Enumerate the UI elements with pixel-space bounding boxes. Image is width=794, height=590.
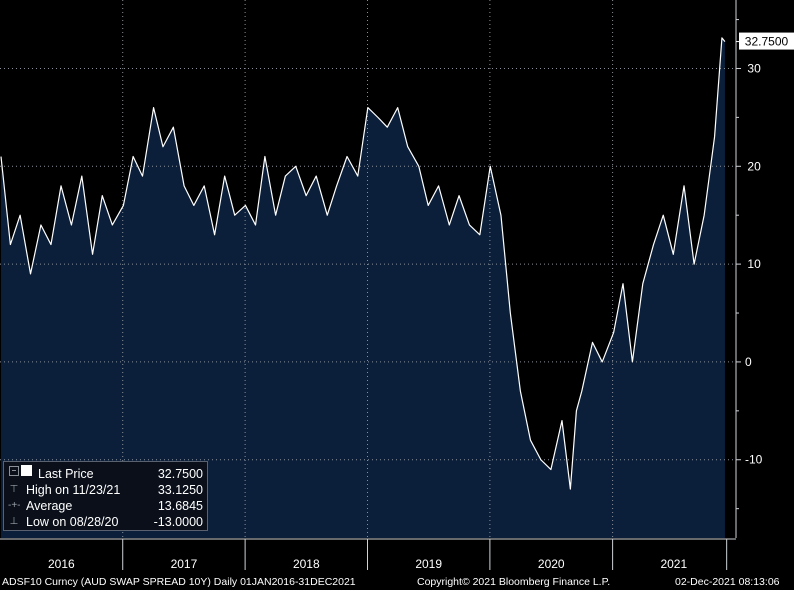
last-price-label: 32.7500 (745, 35, 789, 49)
x-tick-label: 2021 (660, 557, 687, 571)
legend-last-price-label: Last Price (38, 466, 94, 481)
legend-box: Last Price 32.7500 ⊤ High on 11/23/21 33… (3, 461, 208, 531)
legend-last-price-value: 32.7500 (157, 466, 203, 481)
footer-bar: ADSF10 Curncy (AUD SWAP SPREAD 10Y) Dail… (0, 575, 794, 590)
last-price-box (739, 32, 794, 50)
price-line (0, 37, 726, 490)
y-tick-label: 20 (745, 159, 761, 173)
x-tick-label: 2019 (415, 557, 442, 571)
legend-last-price: Last Price 32.7500 (8, 465, 203, 482)
footer-ticker: ADSF10 Curncy (AUD SWAP SPREAD 10Y) Dail… (2, 576, 356, 588)
footer-copyright: Copyright© 2021 Bloomberg Finance L.P. (417, 576, 611, 588)
x-tick-label: 2016 (48, 557, 75, 571)
x-tick-label: 2018 (293, 557, 320, 571)
y-tick-label: 10 (745, 257, 761, 271)
collapse-box-icon[interactable] (8, 465, 20, 482)
legend-low-value: -13.0000 (153, 515, 203, 529)
legend-average-value: 13.6845 (157, 499, 203, 513)
legend-low: ⊥ Low on 08/28/20 -13.0000 (8, 514, 203, 530)
y-tick-label: 0 (745, 355, 752, 369)
area-fill (1, 37, 725, 539)
y-tick-label: 30 (745, 61, 761, 75)
average-marker-icon: -+- (8, 500, 21, 511)
legend-average: -+- Average 13.6845 (8, 498, 203, 514)
footer-timestamp: 02-Dec-2021 08:13:06 (675, 576, 780, 588)
high-marker-icon: ⊤ (9, 484, 19, 495)
white-square-icon (20, 465, 32, 482)
y-tick-label: -10 (745, 453, 763, 467)
low-marker-icon: ⊥ (9, 516, 19, 527)
legend-average-label: Average (26, 499, 73, 513)
legend-low-label: Low on 08/28/20 (26, 515, 119, 529)
legend-high-value: 33.1250 (157, 483, 203, 497)
x-tick-label: 2020 (538, 557, 565, 571)
legend-high: ⊤ High on 11/23/21 33.1250 (8, 482, 203, 498)
x-tick-label: 2017 (171, 557, 198, 571)
legend-high-label: High on 11/23/21 (26, 483, 121, 497)
